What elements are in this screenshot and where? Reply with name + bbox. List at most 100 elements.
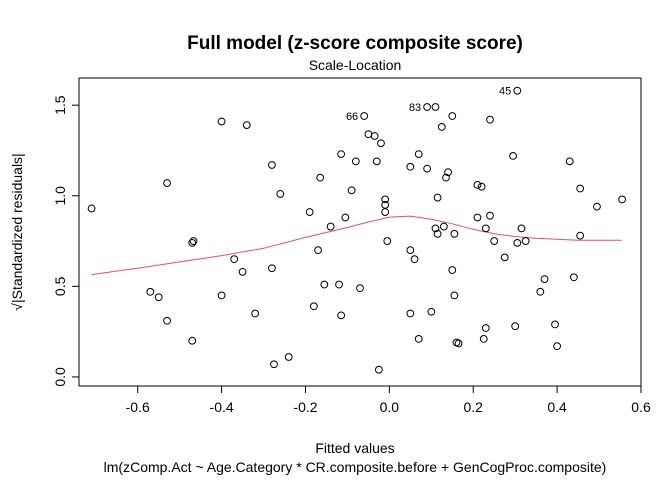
- data-point: [427, 307, 436, 316]
- x-tick-label: -0.4: [210, 399, 234, 415]
- data-point: [448, 112, 457, 120]
- y-tick-label: 1.0: [52, 186, 68, 206]
- data-point: [511, 322, 520, 331]
- x-axis-subtitle: lm(zComp.Act ~ Age.Category * CR.composi…: [104, 459, 607, 475]
- data-point: [251, 309, 260, 318]
- data-point: [238, 267, 247, 276]
- data-point: [316, 173, 325, 182]
- x-tick-label: 0.4: [547, 399, 567, 415]
- data-point: [284, 353, 293, 361]
- data-point: [335, 280, 343, 289]
- data-point: [423, 103, 432, 111]
- data-point: [314, 246, 322, 255]
- data-point: [341, 213, 350, 222]
- data-point: [381, 208, 390, 216]
- points-layer: 66 83 45: [87, 86, 627, 374]
- y-tick-label: 1.5: [52, 95, 68, 115]
- data-point: [189, 237, 198, 245]
- x-axis-title: Fitted values: [315, 440, 394, 456]
- data-point: [406, 246, 415, 255]
- data-point: [268, 264, 276, 273]
- data-point: [374, 365, 383, 374]
- data-point: [276, 190, 285, 198]
- data-point: [188, 238, 197, 247]
- data-point: [439, 222, 448, 231]
- outlier-label: 66: [346, 111, 358, 123]
- data-point: [450, 291, 459, 300]
- outlier-label: 83: [409, 102, 421, 114]
- outlier-label: 45: [499, 86, 511, 98]
- data-point: [377, 139, 385, 148]
- data-point: [381, 195, 390, 204]
- x-tick-label: -0.2: [293, 399, 317, 415]
- data-point: [500, 253, 509, 262]
- data-point: [320, 280, 329, 289]
- x-axis: -0.6 -0.4 -0.2 0.0 0.2 0.4 0.6: [126, 385, 651, 415]
- data-point: [347, 186, 356, 195]
- data-point: [551, 320, 559, 329]
- data-point: [146, 287, 155, 296]
- data-point: [536, 287, 545, 296]
- data-point: [163, 316, 171, 325]
- data-point: [517, 224, 526, 233]
- data-point: [521, 237, 530, 245]
- x-tick-label: 0.6: [631, 399, 651, 415]
- data-point: [351, 157, 360, 166]
- data-point: [437, 123, 446, 131]
- data-point: [356, 284, 364, 293]
- data-point: [576, 231, 585, 240]
- data-point: [305, 208, 314, 216]
- data-point: [309, 302, 318, 311]
- data-point: [364, 130, 373, 139]
- x-tick-label: -0.6: [126, 399, 150, 415]
- data-point: [593, 202, 601, 211]
- data-point: [383, 237, 392, 245]
- smoother-line: [91, 215, 623, 276]
- y-axis: 0.0 0.5 1.0 1.5: [52, 95, 80, 387]
- data-point: [513, 238, 522, 247]
- data-point: [268, 161, 276, 169]
- data-point: [479, 334, 488, 343]
- y-tick-label: 0.0: [52, 367, 68, 387]
- data-point: [444, 168, 452, 177]
- data-point: [87, 204, 96, 213]
- data-point: [486, 115, 494, 124]
- data-point: [481, 224, 490, 233]
- data-point: [431, 224, 440, 233]
- chart-subtitle: Scale-Location: [309, 57, 402, 73]
- data-point: [454, 339, 463, 348]
- data-point: [217, 117, 226, 126]
- data-point: [477, 182, 486, 191]
- data-point: [618, 195, 627, 204]
- data-point: [154, 293, 163, 302]
- data-point: [433, 193, 442, 202]
- data-point: [431, 103, 440, 111]
- x-tick-label: 0.2: [464, 399, 484, 415]
- data-point: [450, 229, 459, 238]
- data-point: [188, 336, 197, 345]
- x-tick-label: 0.0: [380, 399, 400, 415]
- data-point: [481, 324, 490, 332]
- data-point: [414, 334, 423, 343]
- data-point: [414, 150, 423, 158]
- data-point: [473, 213, 482, 222]
- data-point: [410, 255, 419, 264]
- data-point: [565, 157, 574, 166]
- data-point: [326, 222, 335, 231]
- y-tick-label: 0.5: [52, 276, 68, 296]
- data-point: [337, 311, 346, 320]
- data-point: [509, 152, 517, 160]
- data-point: [372, 157, 381, 166]
- chart-title: Full model (z-score composite score): [187, 33, 523, 54]
- data-point: [270, 360, 278, 369]
- data-point: [217, 291, 226, 300]
- data-point: [406, 162, 415, 171]
- data-point: [230, 255, 239, 264]
- data-point: [406, 309, 415, 318]
- data-point: [448, 266, 457, 274]
- data-point: [370, 132, 379, 140]
- y-axis-title: √|Standardized residuals|: [9, 153, 25, 310]
- data-point: [486, 211, 494, 220]
- plot-frame: [78, 77, 642, 387]
